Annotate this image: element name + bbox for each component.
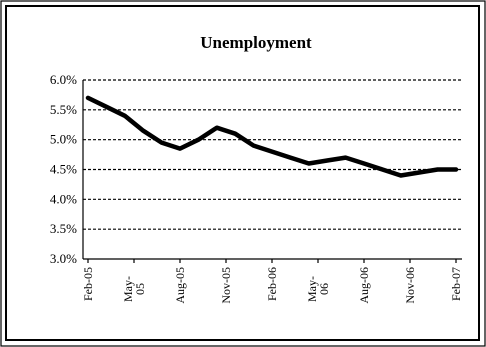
y-tick-label: 6.0% (50, 72, 77, 87)
y-tick-label: 4.5% (50, 162, 77, 177)
grid-layer (83, 79, 462, 230)
y-tick-label: 5.0% (50, 132, 77, 147)
x-tick-label: Feb-05 (81, 267, 95, 301)
svg-text:05: 05 (133, 283, 147, 295)
chart-title: Unemployment (200, 33, 312, 52)
svg-text:Nov-05: Nov-05 (219, 267, 233, 304)
svg-text:Aug-06: Aug-06 (357, 267, 371, 304)
x-tick-label: Feb-06 (265, 267, 279, 301)
svg-text:May-: May- (305, 276, 319, 302)
x-tick-label: Nov-05 (219, 267, 233, 304)
x-tick-label: Aug-05 (173, 267, 187, 304)
svg-text:06: 06 (317, 283, 331, 295)
x-tick-label: Feb-07 (449, 267, 463, 301)
x-axis-labels: Feb-05 May-05 Aug-05 Nov-05 Feb-06 May-06 Aug-… (81, 267, 463, 304)
y-axis-labels: 6.0% 5.5% 5.0% 4.5% 4.0% 3.5% 3.0% (50, 72, 77, 266)
svg-text:Feb-06: Feb-06 (265, 267, 279, 301)
svg-text:Feb-07: Feb-07 (449, 267, 463, 301)
series-line-unemployment (85, 95, 459, 178)
svg-text:Aug-05: Aug-05 (173, 267, 187, 304)
x-tick-label: May-06 (305, 276, 331, 302)
x-tick-label: Aug-06 (357, 267, 371, 304)
svg-text:May-: May- (121, 276, 135, 302)
x-tick-label: May-05 (121, 276, 147, 302)
svg-text:Feb-05: Feb-05 (81, 267, 95, 301)
y-tick-label: 3.0% (50, 251, 77, 266)
x-tick-marks (87, 259, 457, 263)
x-tick-label: Nov-06 (403, 267, 417, 304)
y-tick-label: 5.5% (50, 102, 77, 117)
y-tick-label: 4.0% (50, 191, 77, 206)
y-tick-label: 3.5% (50, 221, 77, 236)
inner-border (5, 5, 480, 341)
svg-text:Nov-06: Nov-06 (403, 267, 417, 304)
